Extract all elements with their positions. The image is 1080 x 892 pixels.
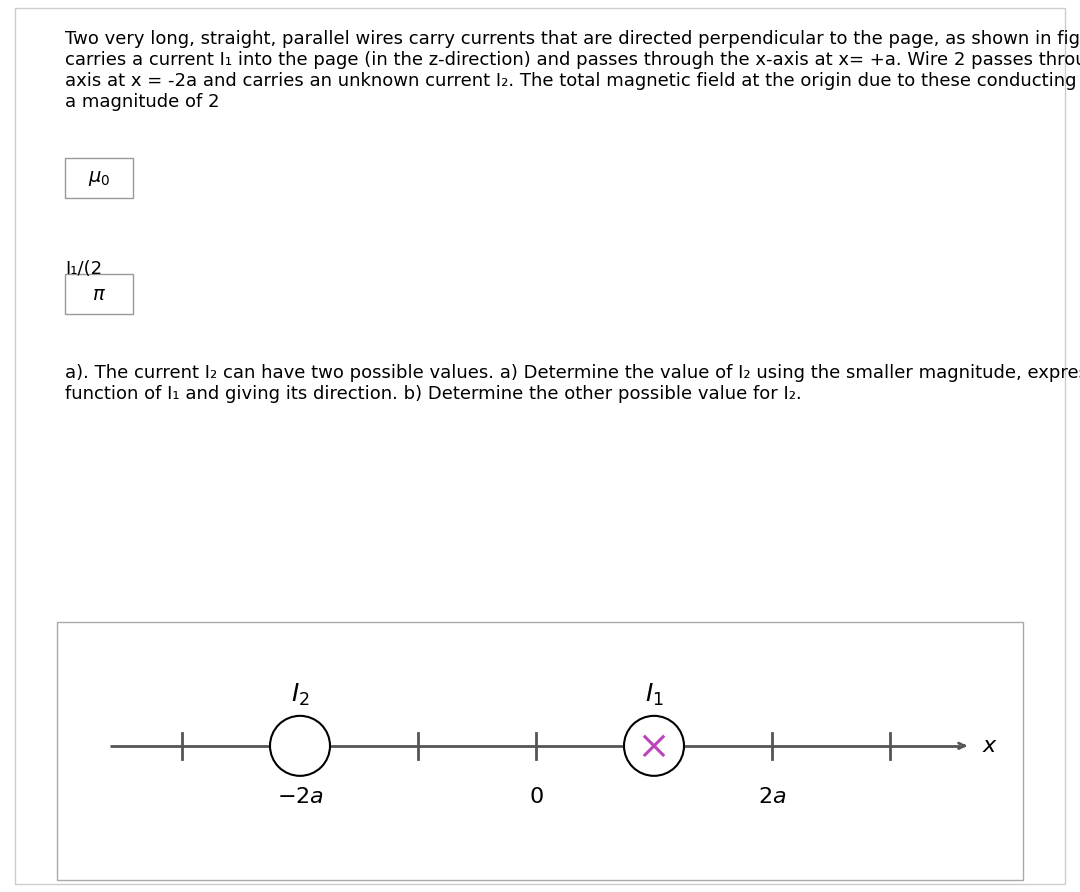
Text: $2a$: $2a$ [758, 787, 786, 807]
Text: $x$: $x$ [982, 736, 998, 756]
Text: a). The current I₂ can have two possible values. a) Determine the value of I₂ us: a). The current I₂ can have two possible… [65, 364, 1080, 382]
Text: axis at x = -2a and carries an unknown current I₂. The total magnetic field at t: axis at x = -2a and carries an unknown c… [65, 72, 1080, 90]
Text: $0$: $0$ [528, 787, 543, 807]
FancyBboxPatch shape [15, 8, 1065, 884]
FancyBboxPatch shape [65, 274, 133, 314]
Ellipse shape [624, 716, 684, 776]
Text: $\mu_0$: $\mu_0$ [87, 169, 110, 187]
Text: carries a current I₁ into the page (in the z-direction) and passes through the x: carries a current I₁ into the page (in t… [65, 51, 1080, 69]
Text: a magnitude of 2: a magnitude of 2 [65, 93, 219, 111]
FancyBboxPatch shape [65, 158, 133, 198]
Text: $I_2$: $I_2$ [291, 681, 309, 708]
Ellipse shape [270, 716, 330, 776]
Text: $-2a$: $-2a$ [276, 787, 324, 807]
Text: $I_1$: $I_1$ [645, 681, 663, 708]
Text: $\pi$: $\pi$ [92, 285, 106, 303]
Text: Two very long, straight, parallel wires carry currents that are directed perpend: Two very long, straight, parallel wires … [65, 30, 1080, 48]
FancyBboxPatch shape [57, 622, 1023, 880]
Text: I₁/(2: I₁/(2 [65, 260, 103, 278]
Text: function of I₁ and giving its direction. b) Determine the other possible value f: function of I₁ and giving its direction.… [65, 385, 801, 403]
